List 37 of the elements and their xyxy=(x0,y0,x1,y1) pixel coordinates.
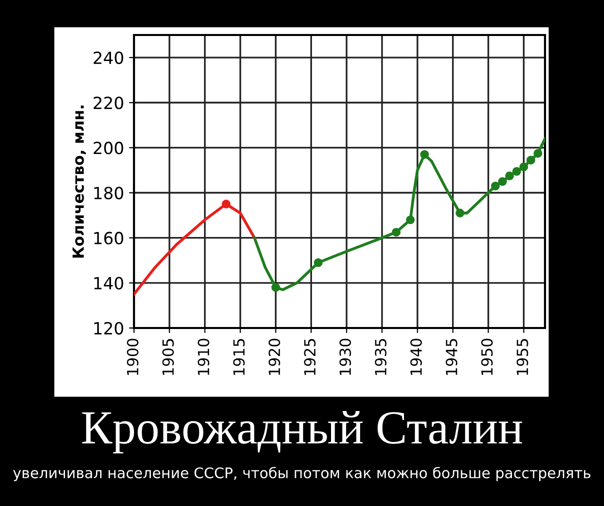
point xyxy=(534,148,542,158)
point xyxy=(222,200,230,208)
point xyxy=(271,283,280,292)
line-series xyxy=(253,137,545,292)
point xyxy=(392,228,401,237)
y-tick-label: 140 xyxy=(94,276,124,290)
x-tick-label: 1950 xyxy=(481,338,493,375)
point xyxy=(519,162,528,172)
x-tick-label: 1915 xyxy=(233,339,245,375)
x-tick-label: 1930 xyxy=(339,338,352,375)
y-tick-label: 180 xyxy=(94,186,124,200)
x-tick-label: 1955 xyxy=(516,339,528,375)
x-tick-label: 1940 xyxy=(410,338,422,375)
y-tick-label: 240 xyxy=(94,52,124,64)
text: Кровожадный Сталин xyxy=(82,411,522,454)
y-axis-title: Количество, млн. xyxy=(72,106,86,258)
point xyxy=(456,208,464,218)
x-tick-label: 1910 xyxy=(198,338,210,375)
x-tick-label: 1945 xyxy=(446,339,458,375)
point xyxy=(498,177,507,186)
x-tick-label: 1905 xyxy=(162,339,174,375)
point xyxy=(505,171,514,180)
point xyxy=(420,150,429,159)
y-tick-label: 120 xyxy=(94,322,124,335)
point xyxy=(314,258,323,268)
x-tick-label: 1900 xyxy=(126,338,138,375)
x-tick-label: 1935 xyxy=(374,339,386,375)
y-tick-label: 220 xyxy=(94,96,124,110)
point xyxy=(526,156,536,164)
x-tick-label: 1920 xyxy=(268,338,280,375)
point xyxy=(491,182,500,190)
y-tick-label: 160 xyxy=(94,232,124,244)
x-tick-label: 1925 xyxy=(304,339,316,375)
point xyxy=(512,166,522,176)
point xyxy=(406,215,415,224)
text: увеличивал население СССР, чтобы потом как можно больше расстрелять xyxy=(13,466,590,482)
y-tick-label: 200 xyxy=(94,142,124,154)
